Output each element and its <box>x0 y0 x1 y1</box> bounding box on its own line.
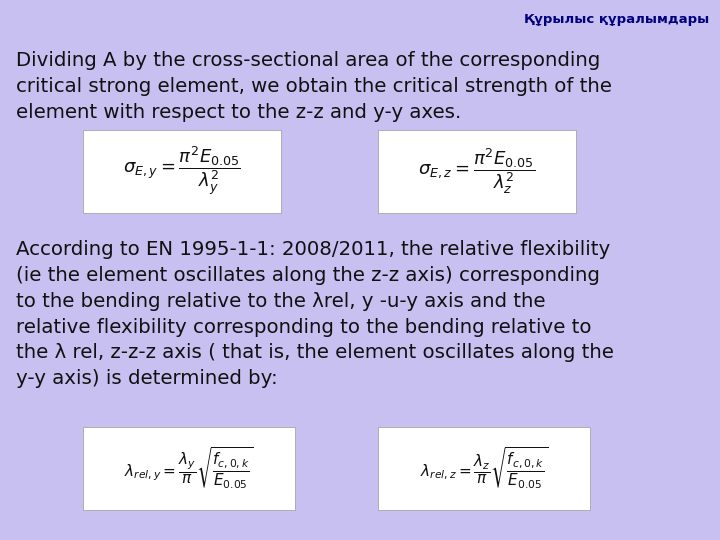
Text: According to EN 1995-1-1: 2008/2011, the relative flexibility
(ie the element os: According to EN 1995-1-1: 2008/2011, the… <box>16 240 613 388</box>
FancyBboxPatch shape <box>83 130 281 213</box>
FancyBboxPatch shape <box>378 427 590 510</box>
Text: $\sigma_{E,z} = \dfrac{\pi^2 E_{0.05}}{\lambda_z^2}$: $\sigma_{E,z} = \dfrac{\pi^2 E_{0.05}}{\… <box>418 146 536 197</box>
FancyBboxPatch shape <box>378 130 576 213</box>
Text: Dividing A by the cross-sectional area of the corresponding
critical strong elem: Dividing A by the cross-sectional area o… <box>16 51 612 122</box>
FancyBboxPatch shape <box>83 427 295 510</box>
Text: Құрылыс құралымдары: Құрылыс құралымдары <box>524 14 709 26</box>
Text: $\sigma_{E,y} = \dfrac{\pi^2 E_{0.05}}{\lambda_y^2}$: $\sigma_{E,y} = \dfrac{\pi^2 E_{0.05}}{\… <box>123 145 240 198</box>
Text: $\lambda_{rel,z} = \dfrac{\lambda_z}{\pi}\sqrt{\dfrac{f_{c,0,k}}{E_{0.05}}}$: $\lambda_{rel,z} = \dfrac{\lambda_z}{\pi… <box>420 446 549 491</box>
Text: $\lambda_{rel,y} = \dfrac{\lambda_y}{\pi}\sqrt{\dfrac{f_{c,0,k}}{E_{0.05}}}$: $\lambda_{rel,y} = \dfrac{\lambda_y}{\pi… <box>124 446 254 491</box>
